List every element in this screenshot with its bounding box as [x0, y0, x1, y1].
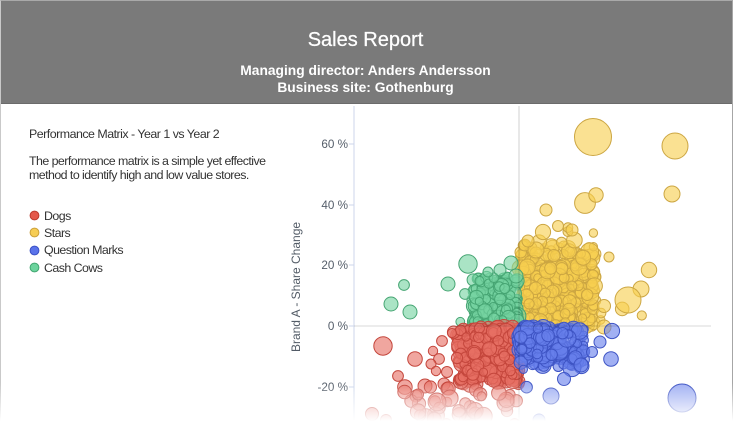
svg-text:40 %: 40 %: [321, 199, 348, 212]
svg-text:Brand A - Share Change: Brand A - Share Change: [289, 222, 303, 352]
svg-text:60 %: 60 %: [321, 138, 348, 151]
svg-text:20 %: 20 %: [321, 259, 348, 272]
svg-text:0 %: 0 %: [328, 320, 348, 333]
